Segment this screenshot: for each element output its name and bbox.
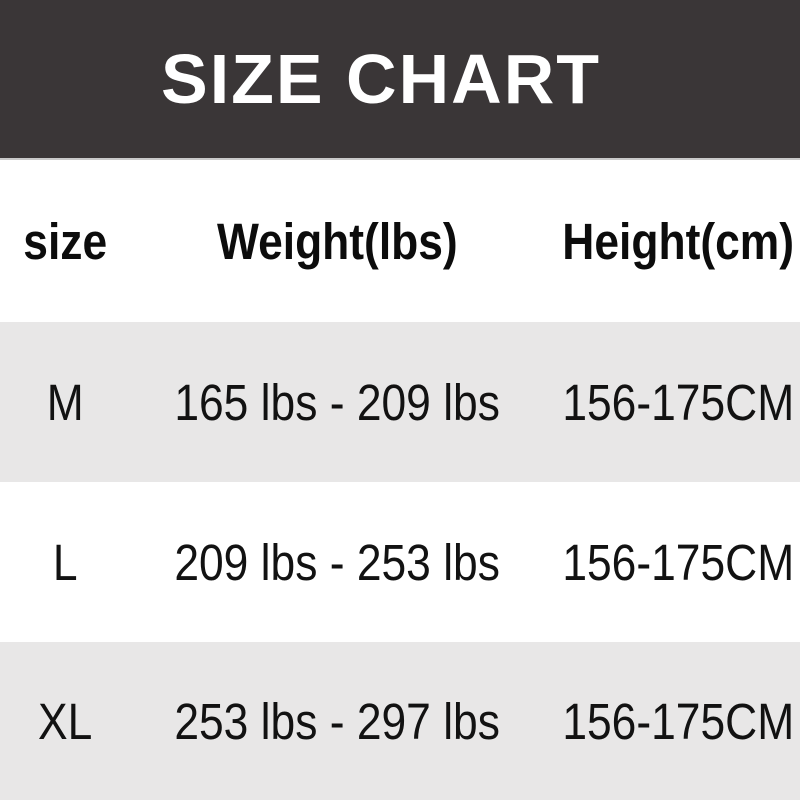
height-cell: 156-175CM [545,537,800,588]
height-cell: 156-175CM [545,696,800,747]
height-value: 156-175CM [562,692,795,750]
size-chart-banner: SIZE CHART [0,0,800,160]
weight-cell: 209 lbs - 253 lbs [130,537,545,588]
column-header-size: size [0,216,130,267]
weight-value: 209 lbs - 253 lbs [174,533,501,591]
weight-cell: 165 lbs - 209 lbs [130,377,545,428]
size-table: size Weight(lbs) Height(cm) M 165 lbs - … [0,160,800,800]
weight-value: 165 lbs - 209 lbs [174,373,501,431]
table-row-l: L 209 lbs - 253 lbs 156-175CM [0,482,800,642]
size-cell: L [0,537,130,588]
weight-value: 253 lbs - 297 lbs [174,692,501,750]
size-value: XL [37,692,93,750]
column-header-size-label: size [23,212,107,270]
height-value: 156-175CM [562,533,795,591]
size-cell: XL [0,696,130,747]
column-header-height: Height(cm) [545,216,800,267]
weight-cell: 253 lbs - 297 lbs [130,696,545,747]
table-header-row: size Weight(lbs) Height(cm) [0,160,800,322]
column-header-weight-label: Weight(lbs) [217,212,458,270]
height-value: 156-175CM [562,373,795,431]
table-row-m: M 165 lbs - 209 lbs 156-175CM [0,322,800,482]
size-value: L [52,533,78,591]
page-title: SIZE CHART [161,40,601,118]
column-header-height-label: Height(cm) [562,212,795,270]
height-cell: 156-175CM [545,377,800,428]
column-header-weight: Weight(lbs) [130,216,545,267]
size-value: M [46,373,84,431]
table-row-xl: XL 253 lbs - 297 lbs 156-175CM [0,642,800,800]
size-cell: M [0,377,130,428]
